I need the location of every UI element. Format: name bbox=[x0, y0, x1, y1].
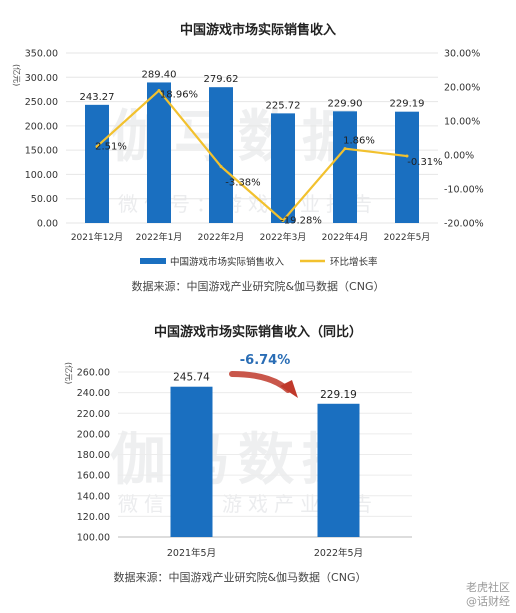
revenue-bar-label: 229.90 bbox=[328, 98, 363, 109]
growth-rate-point bbox=[157, 89, 161, 93]
revenue-bar bbox=[395, 111, 419, 223]
x-tick-label: 2022年5月 bbox=[384, 231, 431, 243]
chart1-source: 数据来源：中国游戏产业研究院&伽马数据（CNG） bbox=[131, 279, 384, 293]
growth-rate-label: -19.28% bbox=[280, 216, 322, 227]
growth-rate-label: 18.96% bbox=[160, 90, 198, 101]
y-tick-label: 300.00 bbox=[25, 73, 58, 84]
y-tick-label: 0.00 bbox=[37, 219, 58, 230]
chart1-legend: 中国游戏市场实际销售收入 环比增长率 bbox=[140, 256, 378, 268]
growth-rate-point bbox=[219, 164, 223, 168]
monthly-revenue-chart: 中国游戏市场实际销售收入 (亿元) 0.00 50.00 100.00 150.00 2… bbox=[12, 22, 484, 293]
chart2-title: 中国游戏市场实际销售收入（同比） bbox=[154, 324, 362, 340]
yoy-revenue-chart: 中国游戏市场实际销售收入（同比） (亿元) 100.00 120.00 140.00… bbox=[64, 324, 412, 584]
y-tick-label: 120.00 bbox=[77, 512, 110, 523]
growth-rate-line bbox=[96, 88, 408, 223]
x-tick-label: 2021年5月 bbox=[167, 547, 216, 559]
yoy-revenue-bar bbox=[317, 403, 360, 537]
chart2-ylabel: (亿元) bbox=[64, 362, 74, 384]
chart1-ylabel: (亿元) bbox=[12, 64, 22, 86]
revenue-bar-label: 243.27 bbox=[80, 92, 115, 103]
decrease-arrow-icon bbox=[229, 371, 291, 393]
x-tick-label: 2022年2月 bbox=[198, 231, 245, 243]
revenue-bar bbox=[85, 104, 109, 223]
y-tick-label: 260.00 bbox=[77, 368, 110, 379]
y-tick-label: 200.00 bbox=[25, 121, 58, 132]
revenue-bar bbox=[333, 111, 357, 223]
revenue-bar bbox=[147, 82, 171, 223]
revenue-bar-label: 279.62 bbox=[204, 74, 239, 85]
y2-tick-label: -10.00% bbox=[444, 185, 484, 196]
growth-rate-point bbox=[343, 147, 347, 151]
y-tick-label: 250.00 bbox=[25, 97, 58, 108]
chart1-title: 中国游戏市场实际销售收入 bbox=[180, 22, 336, 38]
corner-brand-name: 老虎社区 bbox=[466, 581, 510, 594]
growth-rate-point bbox=[405, 154, 409, 158]
growth-rate-label: 2.51% bbox=[95, 141, 127, 152]
y2-tick-label: 0.00% bbox=[444, 151, 474, 162]
y-tick-label: 240.00 bbox=[77, 388, 110, 399]
yoy-annotation: -6.74% bbox=[229, 353, 298, 398]
y-tick-label: 200.00 bbox=[77, 429, 110, 440]
yoy-revenue-bar-label: 245.74 bbox=[173, 372, 210, 384]
y-tick-label: 160.00 bbox=[77, 471, 110, 482]
yoy-revenue-bar bbox=[170, 386, 213, 537]
legend-bar-swatch bbox=[140, 258, 166, 264]
y-tick-label: 350.00 bbox=[25, 49, 58, 60]
y-tick-label: 180.00 bbox=[77, 450, 110, 461]
y-tick-label: 50.00 bbox=[31, 194, 58, 205]
y-tick-label: 100.00 bbox=[25, 170, 58, 181]
y-tick-label: 100.00 bbox=[77, 533, 110, 544]
growth-rate-label: -3.38% bbox=[225, 177, 260, 188]
revenue-bar-label: 225.72 bbox=[266, 100, 301, 111]
legend-line-label: 环比增长率 bbox=[330, 256, 378, 268]
growth-rate-point bbox=[281, 219, 285, 223]
chart2-source: 数据来源：中国游戏产业研究院&伽马数据（CNG） bbox=[113, 570, 366, 584]
yoy-change-label: -6.74% bbox=[240, 353, 291, 368]
y2-tick-label: 30.00% bbox=[444, 49, 480, 60]
yoy-revenue-bar-label: 229.19 bbox=[320, 389, 357, 401]
y-tick-label: 220.00 bbox=[77, 409, 110, 420]
x-tick-label: 2022年5月 bbox=[314, 547, 363, 559]
x-tick-label: 2022年3月 bbox=[260, 231, 307, 243]
growth-rate-label: 1.86% bbox=[343, 136, 375, 147]
corner-handle: @话财经 bbox=[466, 595, 510, 608]
x-tick-label: 2021年12月 bbox=[71, 231, 123, 243]
y-tick-label: 150.00 bbox=[25, 146, 58, 157]
growth-rate-point bbox=[95, 144, 99, 148]
revenue-bar bbox=[271, 113, 295, 223]
growth-rate-label: -0.31% bbox=[407, 157, 442, 168]
y-tick-label: 140.00 bbox=[77, 491, 110, 502]
corner-brand: 老虎社区 @话财经 bbox=[466, 581, 510, 609]
revenue-bar-label: 289.40 bbox=[142, 69, 177, 80]
y2-tick-label: 10.00% bbox=[444, 117, 480, 128]
revenue-bar-label: 229.19 bbox=[390, 99, 425, 110]
y2-tick-label: -20.00% bbox=[444, 219, 484, 230]
decrease-arrowhead-icon bbox=[280, 380, 298, 398]
legend-bar-label: 中国游戏市场实际销售收入 bbox=[170, 256, 285, 268]
y2-tick-label: 20.00% bbox=[444, 83, 480, 94]
x-tick-label: 2022年1月 bbox=[136, 231, 183, 243]
x-tick-label: 2022年4月 bbox=[322, 231, 369, 243]
